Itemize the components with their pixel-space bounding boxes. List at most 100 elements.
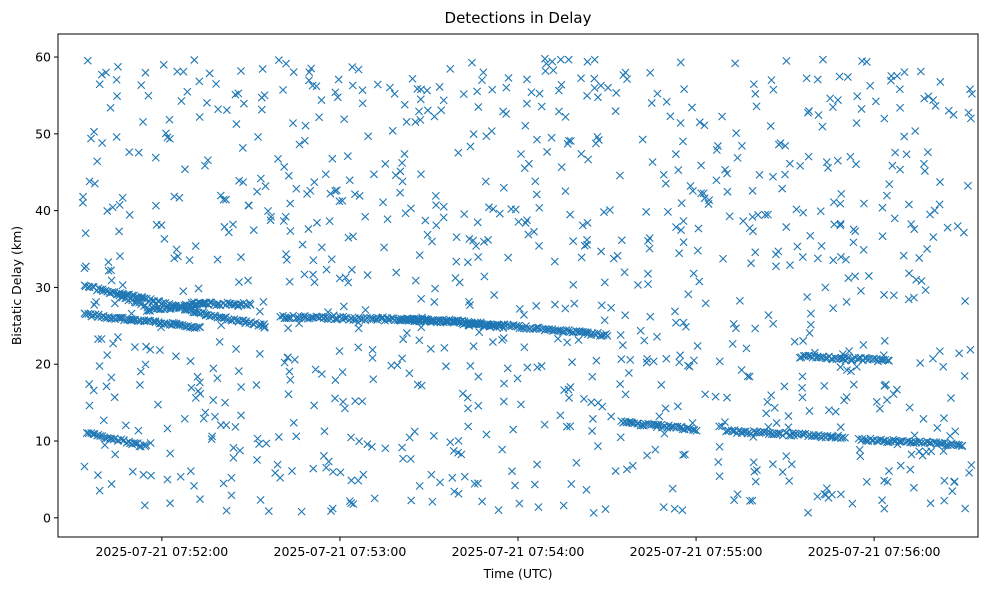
detection-point xyxy=(960,372,969,381)
detection-point xyxy=(507,205,516,214)
detection-point xyxy=(439,202,448,211)
detection-point xyxy=(771,262,780,271)
detection-point xyxy=(452,233,461,242)
detection-point xyxy=(396,167,405,176)
detection-point xyxy=(755,170,764,179)
detection-point xyxy=(902,150,911,159)
detection-point xyxy=(363,440,372,449)
detection-point xyxy=(196,323,205,332)
detection-point xyxy=(712,176,721,185)
detection-point xyxy=(797,353,806,362)
detection-point xyxy=(947,394,956,403)
detection-point xyxy=(274,56,283,65)
detection-point xyxy=(463,393,472,402)
detection-point xyxy=(137,81,146,90)
detection-point xyxy=(880,336,889,345)
detection-point xyxy=(469,342,478,351)
detection-point xyxy=(931,101,940,110)
detection-point xyxy=(264,207,273,216)
detection-point xyxy=(470,479,479,488)
plot-area-frame xyxy=(57,33,979,538)
detection-point xyxy=(862,477,871,486)
detection-point xyxy=(700,194,709,203)
detection-point xyxy=(151,201,160,210)
detection-point xyxy=(530,227,539,236)
detection-point xyxy=(417,294,426,303)
detection-point xyxy=(421,216,430,225)
detection-point xyxy=(99,311,108,320)
detection-point xyxy=(474,372,483,381)
detection-point xyxy=(534,503,543,512)
detection-point xyxy=(737,366,746,375)
detection-point xyxy=(400,100,409,109)
detection-point xyxy=(880,476,889,485)
detection-point xyxy=(431,284,440,293)
detection-point xyxy=(322,463,331,472)
detection-point xyxy=(851,227,860,236)
detection-point xyxy=(228,220,237,229)
detection-point xyxy=(219,195,228,204)
detection-point xyxy=(431,191,440,200)
detection-point xyxy=(107,276,116,285)
detection-point xyxy=(290,355,299,364)
detection-point xyxy=(814,111,823,120)
detection-point xyxy=(474,401,483,410)
detection-point xyxy=(426,344,435,353)
detection-point xyxy=(457,450,466,459)
detection-point xyxy=(449,446,458,455)
detection-point xyxy=(362,313,371,322)
detection-point xyxy=(731,324,740,333)
detection-point xyxy=(408,74,417,83)
detection-point xyxy=(588,426,597,435)
detection-point xyxy=(852,160,861,169)
detection-point xyxy=(895,85,904,94)
detection-point xyxy=(583,57,592,66)
detection-point xyxy=(195,113,204,122)
detection-point xyxy=(677,226,686,235)
detection-point xyxy=(328,154,337,163)
detection-point xyxy=(202,98,211,107)
detection-point xyxy=(872,397,881,406)
detection-point xyxy=(283,353,292,362)
detection-point xyxy=(864,271,873,280)
detection-point xyxy=(832,355,841,364)
detection-point xyxy=(557,80,566,89)
detection-point xyxy=(644,236,653,245)
detection-point xyxy=(410,427,419,436)
detection-point xyxy=(502,83,511,92)
detection-point xyxy=(488,338,497,347)
detection-point xyxy=(115,227,124,236)
detection-point xyxy=(130,438,139,447)
detection-point xyxy=(321,170,330,179)
detection-point xyxy=(927,447,936,456)
detection-point xyxy=(714,458,723,467)
detection-point xyxy=(499,183,508,192)
detection-point xyxy=(583,218,592,227)
detection-point xyxy=(113,333,122,342)
detection-point xyxy=(133,297,142,306)
detection-point xyxy=(466,361,475,370)
detection-point xyxy=(549,66,558,75)
detection-point xyxy=(460,210,469,219)
detection-point xyxy=(904,295,913,304)
detection-point xyxy=(944,106,953,115)
detection-point xyxy=(117,435,126,444)
detection-point xyxy=(836,221,845,230)
detection-point xyxy=(958,441,967,450)
detection-point xyxy=(86,134,95,143)
detection-point xyxy=(229,443,238,452)
detection-point xyxy=(282,314,291,323)
detection-point xyxy=(407,496,416,505)
detection-point xyxy=(653,89,662,98)
detection-point xyxy=(415,107,423,116)
detection-point xyxy=(322,265,331,274)
detection-point xyxy=(862,57,871,66)
detection-point xyxy=(678,506,687,515)
detection-point xyxy=(965,468,974,477)
detection-point xyxy=(596,81,605,90)
detection-point xyxy=(328,504,337,513)
detection-point xyxy=(626,355,635,364)
detection-point xyxy=(587,398,596,407)
detection-point xyxy=(284,171,293,180)
detection-point xyxy=(688,103,696,112)
